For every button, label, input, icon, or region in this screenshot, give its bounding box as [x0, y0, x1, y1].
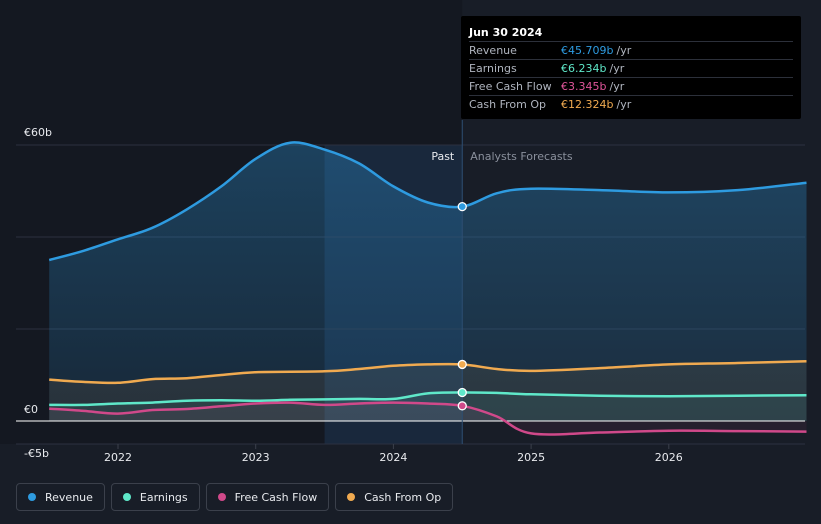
- series-line-free-cash-flow: [49, 401, 807, 436]
- series-line-revenue: [48, 141, 807, 262]
- legend-label: Earnings: [139, 490, 188, 504]
- legend: Revenue Earnings Free Cash Flow Cash From O…: [16, 483, 454, 511]
- legend-item-revenue[interactable]: Revenue: [16, 483, 105, 511]
- tooltip-label: Revenue: [469, 44, 517, 57]
- tooltip-row: Revenue €45.709b/yr: [469, 41, 793, 59]
- legend-label: Free Cash Flow: [234, 490, 318, 504]
- x-tick-label: 2026: [655, 451, 683, 464]
- tooltip-label: Cash From Op: [469, 98, 547, 111]
- series-line-earnings: [49, 391, 807, 407]
- tooltip-value: €6.234b: [561, 62, 607, 75]
- tooltip-unit: /yr: [616, 44, 632, 57]
- tooltip: Jun 30 2024 Revenue €45.709b/yr Earnings €6…: [461, 16, 801, 119]
- tooltip-value: €12.324b: [561, 98, 614, 111]
- legend-label: Cash From Op: [364, 490, 442, 504]
- y-tick-label: €60b: [24, 126, 52, 139]
- legend-label: Revenue: [45, 490, 93, 504]
- tooltip-unit: /yr: [609, 80, 625, 93]
- tooltip-label: Earnings: [469, 62, 517, 75]
- forecast-label: Analysts Forecasts: [470, 150, 573, 163]
- tooltip-row: Earnings €6.234b/yr: [469, 59, 793, 77]
- y-tick-label: -€5b: [24, 447, 49, 460]
- tooltip-unit: /yr: [609, 62, 625, 75]
- legend-dot-icon: [347, 493, 356, 501]
- x-tick-label: 2025: [517, 451, 545, 464]
- legend-item-cash-from-op[interactable]: Cash From Op: [335, 483, 454, 511]
- legend-dot-icon: [28, 493, 36, 501]
- highlight-point: [457, 401, 467, 411]
- legend-dot-icon: [217, 493, 226, 501]
- series-area-free-cash-flow: [49, 402, 807, 435]
- x-tick-label: 2023: [242, 451, 270, 464]
- highlight-point: [457, 387, 467, 398]
- tooltip-row: Cash From Op €12.324b/yr: [469, 95, 793, 113]
- legend-dot-icon: [122, 493, 131, 501]
- past-label: Past: [431, 150, 455, 163]
- series-line-cash-from-op: [49, 359, 807, 385]
- series-area-cash-from-op: [49, 361, 807, 421]
- x-tick-label: 2024: [379, 451, 407, 464]
- highlight-point: [457, 359, 467, 370]
- legend-item-earnings[interactable]: Earnings: [110, 483, 200, 511]
- tooltip-value: €3.345b: [561, 80, 607, 93]
- tooltip-unit: /yr: [616, 98, 632, 111]
- highlight-point: [457, 201, 467, 212]
- tooltip-row: Free Cash Flow €3.345b/yr: [469, 77, 793, 95]
- y-tick-label: €0: [24, 403, 38, 416]
- tooltip-date: Jun 30 2024: [469, 26, 543, 39]
- tooltip-label: Free Cash Flow: [469, 80, 552, 93]
- series-area-revenue: [49, 142, 807, 421]
- legend-item-free-cash-flow[interactable]: Free Cash Flow: [205, 483, 330, 511]
- x-tick-label: 2022: [104, 451, 132, 464]
- series-area-earnings: [49, 392, 807, 421]
- tooltip-value: €45.709b: [561, 44, 614, 57]
